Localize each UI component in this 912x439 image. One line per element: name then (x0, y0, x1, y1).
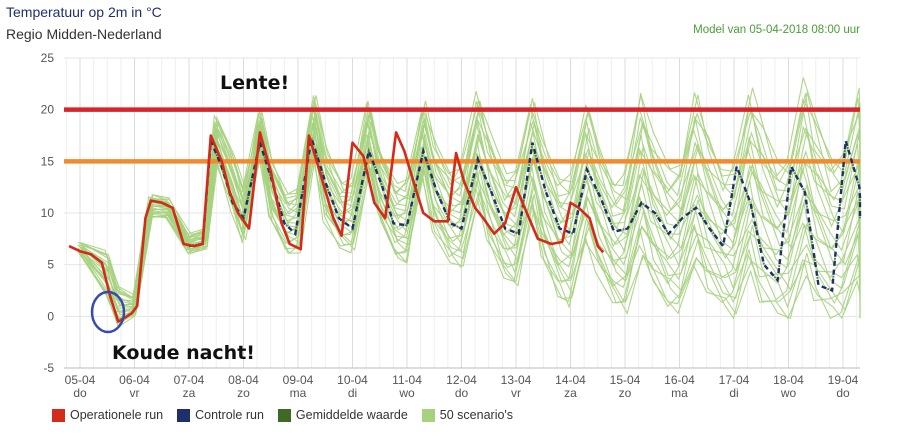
legend-swatch-mean (277, 408, 291, 422)
y-tick-label: 15 (41, 154, 55, 168)
legend-item-operational[interactable]: Operationele run (52, 408, 163, 422)
x-tick-date: 15-04 (610, 373, 641, 387)
model-run-info: Model van 05-04-2018 08:00 uur (693, 24, 860, 36)
y-tick-label: 25 (41, 51, 55, 65)
x-tick-day: vr (130, 386, 140, 400)
y-tick-label: -5 (43, 361, 54, 375)
y-tick-label: 5 (47, 258, 54, 272)
control-run-line (188, 138, 862, 293)
x-tick-day: do (73, 386, 87, 400)
scenario-line (78, 101, 861, 303)
threshold-lines (64, 107, 860, 164)
legend-item-control[interactable]: Controle run (177, 408, 264, 422)
y-tick-label: 20 (41, 103, 55, 117)
x-tick-day: vr (511, 386, 521, 400)
x-tick-date: 10-04 (337, 373, 368, 387)
x-tick-date: 08-04 (228, 373, 259, 387)
chart-title: Temperatuur op 2m in °C (6, 4, 162, 20)
y-tick-label: 10 (41, 206, 55, 220)
x-tick-date: 17-04 (719, 373, 750, 387)
x-tick-date: 18-04 (773, 373, 804, 387)
x-tick-day: di (729, 386, 738, 400)
chart-legend: Operationele run Controle run Gemiddelde… (52, 408, 513, 422)
legend-label-control: Controle run (195, 408, 264, 422)
chart-subtitle: Regio Midden-Nederland (6, 26, 162, 42)
legend-swatch-control (177, 408, 191, 422)
scenario-line (77, 125, 861, 307)
annotation-spring: Lente! (220, 72, 290, 94)
x-tick-day: za (564, 386, 577, 400)
scenario-line (81, 134, 861, 320)
x-tick-day: za (183, 386, 196, 400)
x-tick-date: 07-04 (174, 373, 205, 387)
legend-label-scenarios: 50 scenario's (439, 408, 514, 422)
control-run-path (188, 138, 862, 293)
x-tick-day: zo (619, 386, 632, 400)
x-tick-date: 06-04 (119, 373, 150, 387)
x-tick-date: 09-04 (283, 373, 314, 387)
x-tick-day: do (455, 386, 469, 400)
x-tick-date: 14-04 (555, 373, 586, 387)
operational-run-line (68, 131, 605, 323)
x-tick-date: 12-04 (446, 373, 477, 387)
legend-swatch-scenarios (421, 408, 435, 422)
annotation-cold-night: Koude nacht! (112, 342, 255, 364)
legend-swatch-operational (52, 408, 65, 422)
x-tick-day: ma (671, 386, 688, 400)
x-tick-date: 19-04 (828, 373, 859, 387)
legend-label-operational: Operationele run (70, 408, 164, 422)
x-tick-date: 11-04 (392, 373, 422, 387)
x-tick-date: 05-04 (65, 373, 96, 387)
scenario-line (81, 145, 861, 327)
cold-night-circle (90, 290, 126, 334)
legend-label-mean: Gemiddelde waarde (295, 408, 408, 422)
scenario-line (77, 77, 861, 297)
y-tick-label: 0 (47, 309, 54, 323)
scenario-line (81, 123, 861, 309)
legend-item-scenarios[interactable]: 50 scenario's (421, 408, 514, 422)
x-tick-date: 13-04 (501, 373, 532, 387)
legend-item-mean[interactable]: Gemiddelde waarde (277, 408, 408, 422)
axis-labels: -5051015202505-04do06-04vr07-04za08-04zo… (41, 51, 859, 400)
operational-run-path (68, 131, 605, 323)
x-tick-day: zo (237, 386, 250, 400)
x-tick-day: do (836, 386, 850, 400)
x-tick-day: di (348, 386, 357, 400)
scenario-line (79, 91, 861, 299)
x-tick-day: wo (780, 386, 797, 400)
scenario-line (81, 115, 861, 305)
x-tick-date: 16-04 (664, 373, 695, 387)
x-tick-day: wo (398, 386, 415, 400)
scenario-line (80, 144, 861, 316)
scenario-lines (77, 77, 861, 327)
x-tick-day: ma (290, 386, 307, 400)
